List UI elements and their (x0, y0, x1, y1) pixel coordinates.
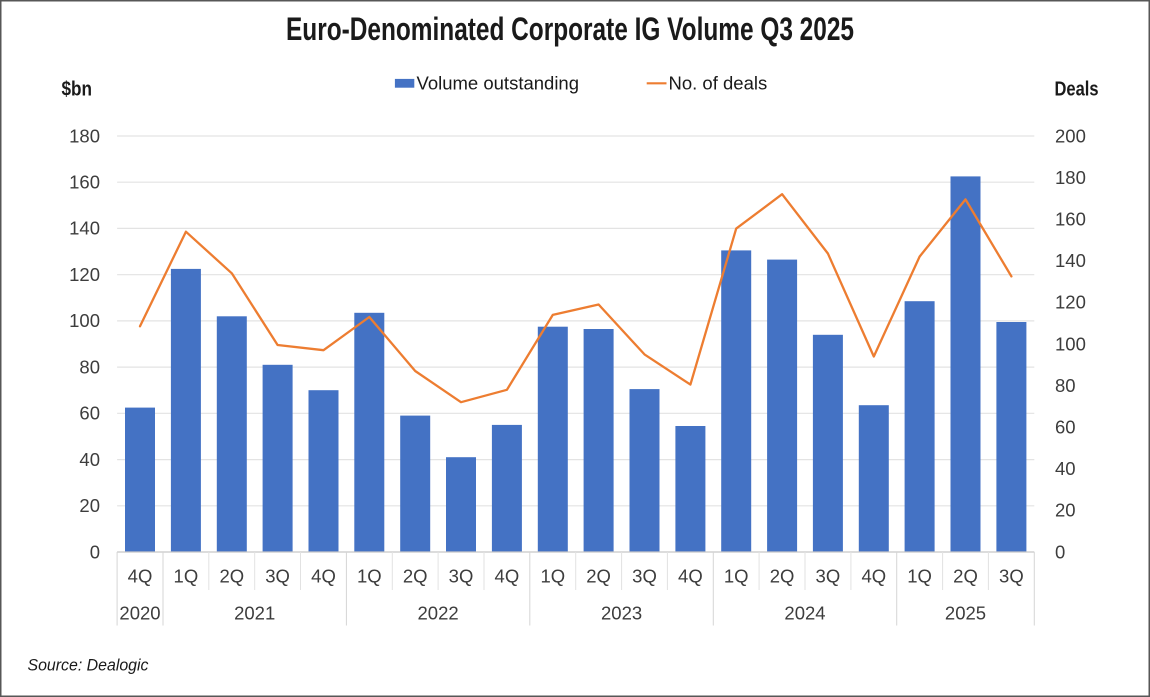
svg-text:2020: 2020 (119, 603, 160, 624)
svg-text:2023: 2023 (601, 603, 642, 624)
svg-text:2Q: 2Q (403, 565, 428, 586)
svg-text:40: 40 (79, 449, 100, 470)
svg-text:3Q: 3Q (632, 565, 657, 586)
svg-text:3Q: 3Q (449, 565, 474, 586)
svg-text:120: 120 (1055, 292, 1086, 313)
svg-text:2Q: 2Q (219, 565, 244, 586)
svg-text:200: 200 (1055, 125, 1086, 146)
svg-text:1Q: 1Q (174, 565, 199, 586)
svg-text:2Q: 2Q (770, 565, 795, 586)
svg-text:60: 60 (1055, 417, 1076, 438)
svg-text:100: 100 (1055, 333, 1086, 354)
svg-text:Source: Dealogic: Source: Dealogic (28, 656, 149, 675)
svg-text:180: 180 (1055, 167, 1086, 188)
svg-text:1Q: 1Q (907, 565, 932, 586)
svg-text:20: 20 (1055, 500, 1076, 521)
svg-text:4Q: 4Q (128, 565, 153, 586)
svg-text:3Q: 3Q (816, 565, 841, 586)
svg-text:180: 180 (69, 125, 100, 146)
svg-text:100: 100 (69, 310, 100, 331)
svg-text:160: 160 (69, 172, 100, 193)
svg-text:4Q: 4Q (678, 565, 703, 586)
svg-text:2024: 2024 (784, 603, 825, 624)
svg-text:$bn: $bn (62, 79, 93, 101)
svg-text:120: 120 (69, 264, 100, 285)
svg-text:140: 140 (1055, 250, 1086, 271)
svg-text:0: 0 (90, 541, 100, 562)
svg-text:2022: 2022 (418, 603, 459, 624)
svg-text:4Q: 4Q (861, 565, 886, 586)
svg-text:1Q: 1Q (357, 565, 382, 586)
svg-text:80: 80 (79, 356, 100, 377)
svg-text:80: 80 (1055, 375, 1076, 396)
svg-text:Euro-Denominated Corporate IG: Euro-Denominated Corporate IG Volume Q3 … (286, 11, 854, 47)
svg-text:4Q: 4Q (311, 565, 336, 586)
svg-text:40: 40 (1055, 458, 1076, 479)
svg-text:0: 0 (1055, 541, 1065, 562)
svg-text:60: 60 (79, 403, 100, 424)
svg-text:3Q: 3Q (999, 565, 1024, 586)
svg-text:1Q: 1Q (724, 565, 749, 586)
svg-text:2Q: 2Q (953, 565, 978, 586)
svg-text:3Q: 3Q (265, 565, 290, 586)
svg-text:Deals: Deals (1055, 79, 1099, 101)
svg-text:2025: 2025 (945, 603, 986, 624)
svg-text:160: 160 (1055, 209, 1086, 230)
svg-text:2021: 2021 (234, 603, 275, 624)
svg-text:4Q: 4Q (495, 565, 520, 586)
svg-text:No. of deals: No. of deals (669, 73, 768, 94)
svg-text:Volume outstanding: Volume outstanding (417, 73, 580, 94)
svg-text:20: 20 (79, 495, 100, 516)
svg-text:2Q: 2Q (586, 565, 611, 586)
svg-text:1Q: 1Q (540, 565, 565, 586)
svg-text:140: 140 (69, 218, 100, 239)
